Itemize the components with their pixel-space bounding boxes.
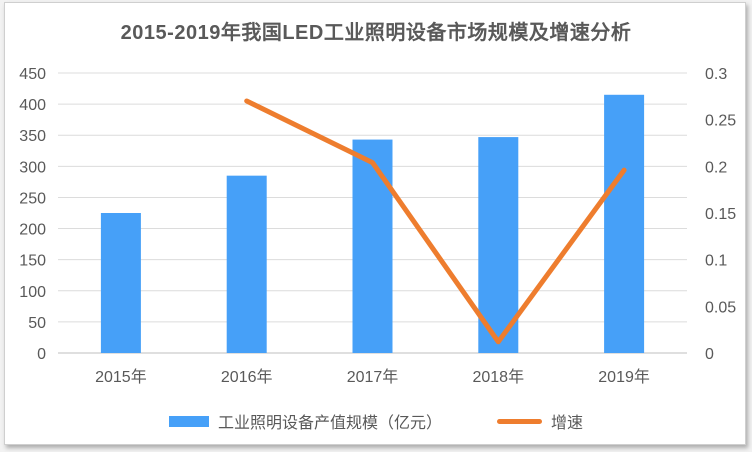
y-axis-left-tick-label: 0 — [37, 346, 46, 363]
bar-series-swatch-icon — [168, 415, 209, 427]
y-axis-right-tick-label: 0.25 — [705, 113, 736, 130]
y-axis-left-tick-label: 300 — [19, 159, 46, 176]
y-axis-right-tick-label: 0.1 — [705, 253, 727, 270]
y-axis-left-tick-label: 400 — [19, 97, 46, 114]
bar-2015年 — [100, 213, 141, 353]
x-axis-tick-label: 2019年 — [598, 368, 650, 386]
bar-2019年 — [604, 94, 645, 354]
x-axis-tick-label: 2015年 — [95, 368, 147, 386]
y-axis-right-tick-label: 0.2 — [705, 159, 727, 176]
legend-label-line-series: 增速 — [551, 415, 584, 432]
y-axis-left-tick-label: 250 — [19, 190, 46, 207]
bar-2016年 — [226, 175, 267, 353]
line-series-swatch-icon — [497, 418, 542, 424]
y-axis-left-tick-label: 200 — [19, 222, 46, 239]
legend-item-bar-series: 工业照明设备产值规模（亿元） — [168, 409, 442, 433]
growth-line — [244, 98, 627, 345]
y-axis-left-tick-label: 150 — [19, 253, 46, 270]
bar-2018年 — [478, 137, 519, 353]
chart-legend: 工业照明设备产值规模（亿元） 增速 — [0, 407, 752, 435]
chart-title: 2015-2019年我国LED工业照明设备市场规模及增速分析 — [120, 22, 632, 44]
y-axis-right-tick-label: 0.15 — [705, 206, 736, 223]
combo-chart: 0 50 100 150 200 250 300 350 400 450 0 0.05 0.1 0.15 0… — [19, 66, 736, 386]
legend-label-bar-series: 工业照明设备产值规模（亿元） — [217, 415, 442, 432]
y-axis-right-tick-label: 0.05 — [705, 299, 736, 316]
x-axis-tick-label: 2017年 — [347, 368, 399, 386]
x-axis-tick-label: 2016年 — [221, 368, 273, 386]
x-axis-tick-label: 2018年 — [472, 368, 524, 386]
y-axis-left-tick-label: 100 — [19, 284, 46, 301]
y-axis-right-tick-label: 0.3 — [705, 66, 727, 83]
y-axis-left-tick-label: 350 — [19, 128, 46, 145]
legend-item-line-series: 增速 — [497, 409, 583, 433]
y-axis-left-tick-label: 50 — [28, 315, 46, 332]
bar-2017年 — [352, 139, 393, 353]
y-axis-right-tick-label: 0 — [705, 346, 714, 363]
y-axis-left-tick-label: 450 — [19, 66, 46, 83]
